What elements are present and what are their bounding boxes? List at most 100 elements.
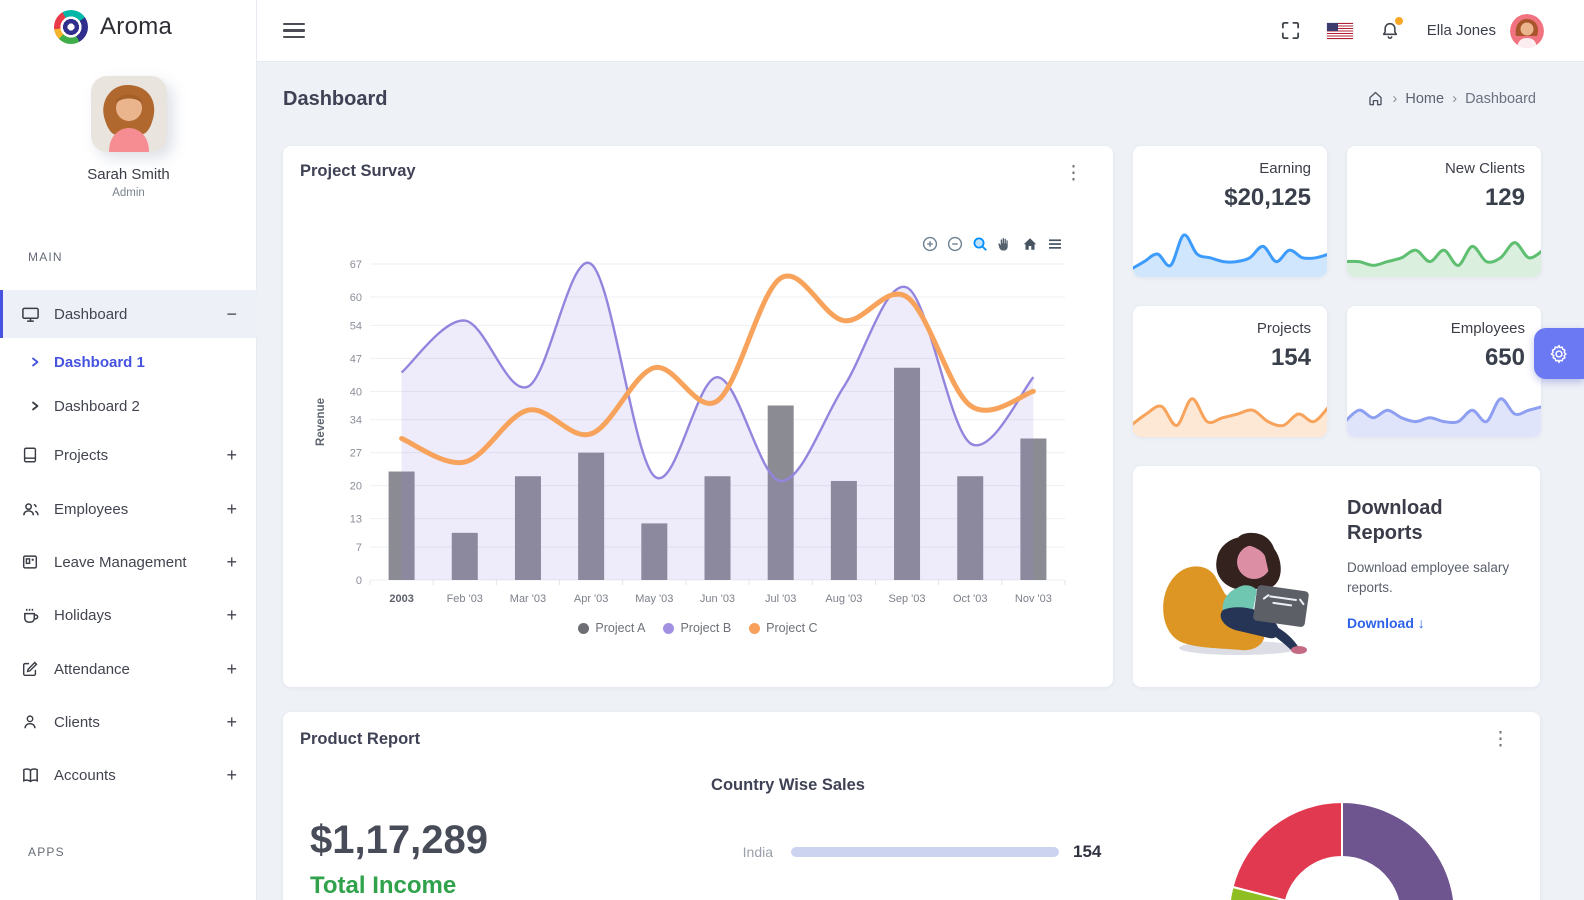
sidebar-item-attendance[interactable]: Attendance + [0,645,257,693]
svg-text:34: 34 [350,415,362,427]
chart-menu-button[interactable] [1047,236,1063,252]
total-income-label: Total Income [310,872,457,899]
stat-card-new-clients: New Clients 129 [1347,146,1541,277]
user-menu[interactable]: Ella Jones [1426,13,1544,48]
stat-label: New Clients [1444,160,1525,177]
svg-text:Jul '03: Jul '03 [765,593,796,605]
expand-plus-icon: + [226,551,237,572]
stat-label: Projects [1256,320,1311,337]
download-illustration [1163,532,1309,655]
fullscreen-icon [1281,21,1299,40]
sidebar-item-clients[interactable]: Clients + [0,698,257,746]
svg-text:20: 20 [350,481,362,493]
expand-plus-icon: + [226,711,237,732]
svg-text:13: 13 [350,514,362,526]
sidebar-item-label: Accounts [54,766,116,784]
expand-plus-icon: + [226,498,237,519]
svg-text:47: 47 [350,353,362,365]
country-wise-sales-title: Country Wise Sales [711,776,865,794]
selection-zoom-button[interactable] [972,236,988,252]
bell-icon [1382,22,1397,39]
user-name: Ella Jones [1426,22,1496,39]
svg-text:May '03: May '03 [635,593,673,605]
breadcrumb-home-link[interactable]: Home [1405,90,1445,107]
project-survey-chart[interactable]: 0 7 13 20 27 34 40 47 54 60 67 Revenue 2003 Feb '03 Ma… [310,252,1080,608]
download-arrow-icon: ↓ [1417,614,1425,631]
id-card-icon [20,552,40,572]
breadcrumb: › Home › Dashboard [1367,90,1536,107]
brand[interactable]: Aroma [54,10,172,44]
legend-item[interactable]: Project B [663,621,731,635]
collapse-minus-icon: − [226,303,237,324]
reset-home-button[interactable] [1022,236,1038,252]
download-link[interactable]: Download ↓ [1347,614,1425,631]
open-book-icon [20,765,40,785]
country-sales-row: India 154 [703,842,1263,862]
svg-text:Aug '03: Aug '03 [825,593,862,605]
language-flag-us[interactable] [1326,22,1353,39]
kebab-menu-icon[interactable]: ⋮ [1064,163,1083,184]
download-description: Download employee salary reports. [1347,560,1510,596]
country-value: 154 [1073,842,1102,861]
sidebar: Aroma Sarah Smith Admin MAIN Dashboard [0,0,257,900]
sidebar-item-employees[interactable]: Employees + [0,485,257,533]
zoom-out-button[interactable] [947,236,963,252]
stat-card-earning: Earning $20,125 [1133,146,1327,277]
profile-name: Sarah Smith [87,166,170,183]
svg-text:Apr '03: Apr '03 [574,593,609,605]
pan-button[interactable] [997,236,1013,252]
stat-card-employees: Employees 650 [1347,306,1541,437]
coffee-cup-icon [20,605,40,625]
svg-text:60: 60 [350,292,362,304]
brand-name: Aroma [100,13,173,40]
project-survey-card: Project Survay ⋮ 0 7 13 20 27 34 40 47 54 60 67 Rev… [283,146,1113,687]
legend-dot [749,622,761,634]
sidebar-item-dashboard-2[interactable]: Dashboard 2 [0,384,257,428]
svg-text:Mar '03: Mar '03 [510,593,546,605]
sidebar-item-accounts[interactable]: Accounts + [0,751,257,799]
zoom-in-button[interactable] [922,236,938,252]
legend-item[interactable]: Project A [578,621,645,635]
sidebar-item-label: Projects [54,446,109,464]
sidebar-item-label: Attendance [54,660,130,678]
employees-sparkline [1347,397,1541,437]
kebab-menu-icon[interactable]: ⋮ [1491,729,1510,750]
card-title: Product Report [300,730,421,748]
chart-toolbar [922,236,1063,252]
legend-item[interactable]: Project C [749,621,818,635]
stat-label: Earning [1259,160,1311,177]
brand-logo-icon [54,10,88,44]
expand-plus-icon: + [226,764,237,785]
sidebar-item-dashboard[interactable]: Dashboard − [0,290,257,338]
settings-button[interactable] [1534,328,1584,379]
breadcrumb-separator: › [1452,90,1458,107]
product-report-card: Product Report ⋮ $1,17,289 Total Income … [283,712,1540,900]
legend-label: Project C [766,621,818,635]
svg-text:40: 40 [350,386,362,398]
sidebar-item-holidays[interactable]: Holidays + [0,591,257,639]
download-title: Download Reports [1347,497,1443,544]
page-title: Dashboard [283,88,388,110]
notification-dot [1394,16,1403,25]
country-progress-bar [791,847,1059,857]
sidebar-item-label: Employees [54,500,129,518]
svg-text:Revenue: Revenue [315,398,327,446]
projects-sparkline [1133,397,1327,437]
fullscreen-button[interactable] [1280,20,1301,41]
svg-text:Oct '03: Oct '03 [953,593,988,605]
home-icon[interactable] [1367,90,1384,107]
sidebar-item-label: Holidays [54,606,112,624]
svg-text:Sep '03: Sep '03 [889,593,926,605]
notifications-button[interactable] [1379,16,1403,42]
svg-text:67: 67 [350,259,362,271]
stat-card-projects: Projects 154 [1133,306,1327,437]
new-clients-sparkline [1347,241,1541,277]
menu-toggle-button[interactable] [283,19,305,42]
chart-legend: Project A Project B Project C [283,621,1113,635]
sidebar-item-leave-management[interactable]: Leave Management + [0,538,257,586]
sidebar-item-projects[interactable]: Projects + [0,431,257,479]
sidebar-item-dashboard-1[interactable]: Dashboard 1 [0,340,257,384]
edit-icon [20,659,40,679]
total-income-value: $1,17,289 [310,818,488,862]
stat-value: 129 [1484,184,1525,211]
